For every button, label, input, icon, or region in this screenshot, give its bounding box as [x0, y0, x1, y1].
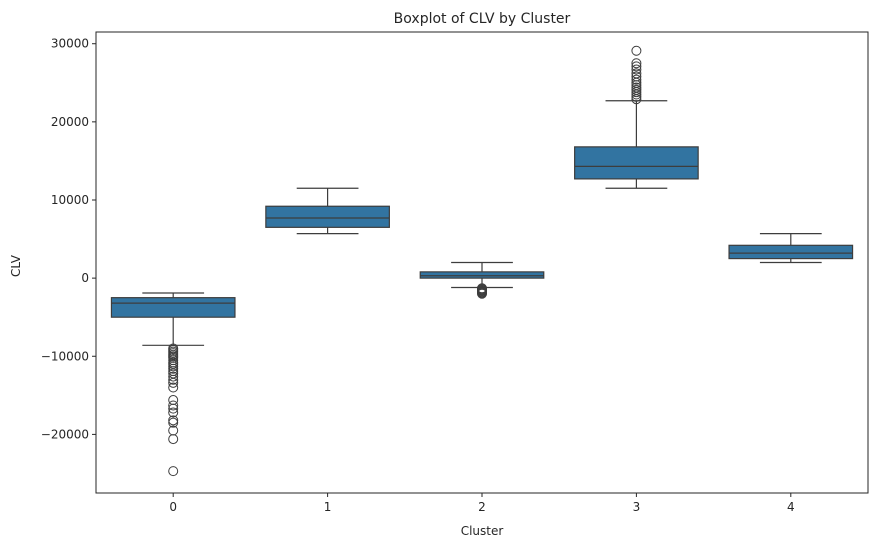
y-tick-label: −10000 [41, 349, 89, 363]
y-tick-label: 0 [81, 271, 89, 285]
cluster-0-outlier [168, 415, 179, 426]
plot-area: −20000 −10000 0 10000 20000 30000 0 1 2 3 4 [41, 31, 869, 514]
cluster-0-outlier [168, 371, 179, 382]
cluster-3-outlier [631, 82, 642, 93]
cluster-0-outlier [168, 434, 179, 445]
cluster-2-outlier [477, 288, 487, 299]
cluster-0-outlier [168, 466, 179, 477]
cluster-3-outlier [631, 71, 642, 82]
cluster-3-outlier [631, 84, 642, 95]
cluster-0-box [110, 297, 236, 318]
y-tick-label: 20000 [51, 115, 89, 129]
x-tick-label: 4 [787, 500, 795, 514]
cluster-0-outlier [168, 374, 179, 385]
cluster-0-outlier [168, 417, 179, 428]
cluster-3-outlier [631, 68, 642, 79]
x-tick-label: 3 [633, 500, 641, 514]
cluster-3-outlier [631, 74, 642, 85]
chart-title: Boxplot of CLV by Cluster [394, 11, 571, 27]
x-tick-label: 2 [478, 500, 486, 514]
cluster-0-outlier [168, 382, 179, 393]
y-tick-label: 30000 [51, 37, 89, 51]
cluster-3-outlier [631, 64, 642, 75]
y-tick-label: 10000 [51, 193, 89, 207]
cluster-0-outlier [168, 400, 179, 411]
cluster-0-outlier [168, 363, 179, 374]
cluster-0-outlier [168, 407, 179, 418]
x-tick-label: 0 [169, 500, 177, 514]
x-axis-label: Cluster [461, 524, 504, 538]
y-tick-label: −20000 [41, 427, 89, 441]
cluster-0-outlier [168, 361, 179, 372]
cluster-3-outlier [631, 58, 642, 69]
cluster-2-box [419, 271, 545, 279]
x-tick-label: 1 [324, 500, 332, 514]
cluster-3-box [574, 146, 699, 180]
cluster-4-box [728, 244, 854, 260]
cluster-0-outlier [168, 377, 179, 388]
cluster-0-outlier [168, 395, 179, 406]
cluster-1-box [265, 205, 390, 228]
cluster-3-outlier [631, 45, 642, 56]
cluster-3-outlier [631, 61, 642, 72]
cluster-0-outlier [168, 403, 179, 414]
y-axis-label: CLV [9, 254, 23, 277]
